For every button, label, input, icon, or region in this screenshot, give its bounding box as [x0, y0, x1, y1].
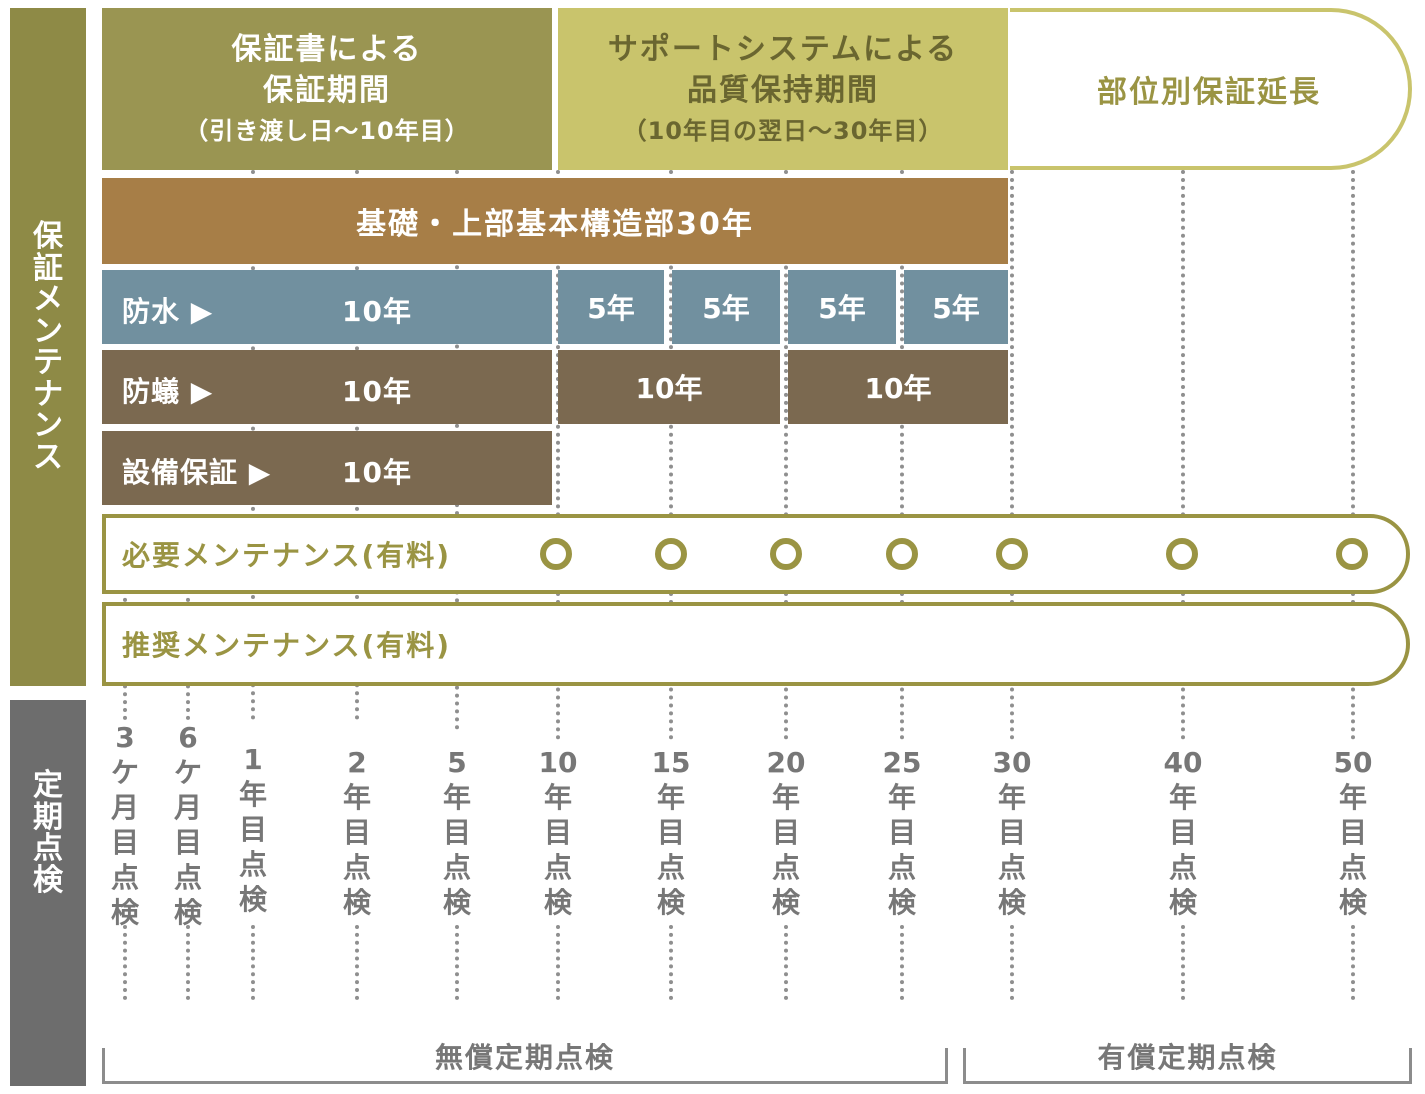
maintenance-marker — [996, 538, 1028, 570]
side-char: 期 — [33, 799, 63, 835]
maintenance-marker — [770, 538, 802, 570]
guide-line — [556, 925, 560, 1000]
row-value: 5年 — [587, 292, 635, 325]
maintenance-label: 必要メンテナンス(有料) — [122, 539, 452, 572]
guide-line — [900, 170, 904, 740]
free-inspection-bracket — [102, 1048, 948, 1084]
row-value: 5年 — [702, 292, 750, 325]
maintenance-marker — [540, 538, 572, 570]
header-warranty-book: 保証書による 保証期間 （引き渡し日〜10年目） — [102, 8, 552, 170]
inspection-40-year: 40 年目点検 — [1163, 746, 1203, 919]
header-title: 部位別保証延長 — [1097, 75, 1321, 110]
guide-line — [1010, 925, 1014, 1000]
guide-line — [455, 925, 459, 1000]
side-char: ナ — [33, 376, 63, 412]
row-waterproof-first: 防水 ▶ 10年 — [102, 270, 552, 344]
side-char: テ — [33, 345, 63, 380]
row-waterproof-seg: 5年 — [904, 270, 1008, 344]
header-title: 保証書による — [231, 32, 423, 68]
row-value: 10年 — [342, 295, 412, 328]
maintenance-marker — [655, 538, 687, 570]
maintenance-marker — [886, 538, 918, 570]
header-extension: 部位別保証延長 — [1010, 8, 1412, 170]
row-waterproof-seg: 5年 — [672, 270, 780, 344]
guide-line — [1351, 925, 1355, 1000]
guide-line — [669, 170, 673, 740]
row-waterproof-seg: 5年 — [558, 270, 664, 344]
row-value: 5年 — [818, 292, 866, 325]
row-structure: 基礎・上部基本構造部30年 — [102, 178, 1008, 264]
side-char: ン — [33, 313, 63, 349]
guide-line — [556, 170, 560, 740]
row-label: 防水 ▶ — [122, 295, 214, 328]
row-waterproof-seg: 5年 — [788, 270, 896, 344]
guide-line — [1181, 925, 1185, 1000]
side-char: 検 — [33, 862, 63, 898]
inspection-10-year: 10 年目点検 — [538, 746, 578, 919]
guide-line — [355, 925, 359, 1000]
row-value: 10年 — [342, 375, 412, 408]
inspection-20-year: 20 年目点検 — [766, 746, 806, 919]
guide-line — [669, 925, 673, 1000]
row-termite-seg: 10年 — [788, 350, 1008, 424]
inspection-30-year: 30 年目点検 — [992, 746, 1032, 919]
maintenance-marker — [1336, 538, 1368, 570]
header-title: サポートシステムによる — [607, 32, 959, 68]
guide-line — [784, 925, 788, 1000]
row-termite-seg: 10年 — [558, 350, 780, 424]
side-char: メ — [33, 282, 63, 317]
header-title: 保証期間 — [263, 72, 391, 108]
maintenance-label: 推奨メンテナンス(有料) — [122, 629, 452, 662]
side-char: 証 — [33, 250, 63, 286]
row-label: 基礎・上部基本構造部30年 — [356, 207, 754, 242]
free-inspection-label: 無償定期点検 — [434, 1041, 615, 1074]
guide-line — [900, 925, 904, 1000]
guide-line — [123, 925, 127, 1000]
row-label: 防蟻 ▶ — [122, 375, 214, 408]
side-char: ス — [33, 439, 63, 475]
row-termite-first: 防蟻 ▶ 10年 — [102, 350, 552, 424]
side-char: 点 — [33, 831, 63, 866]
guide-line — [1351, 170, 1355, 740]
inspection-15-year: 15 年目点検 — [651, 746, 691, 919]
inspection-25-year: 25 年目点検 — [882, 746, 922, 919]
guide-line — [784, 170, 788, 740]
row-value: 10年 — [342, 456, 412, 489]
side-char: 定 — [33, 768, 63, 803]
paid-inspection-label: 有償定期点検 — [1097, 1041, 1278, 1074]
sidebar-warranty-maintenance: 保 証 メ ン テ ナ ン ス — [10, 8, 86, 686]
side-char: ン — [33, 408, 63, 443]
guide-line — [1181, 170, 1185, 740]
side-char: 保 — [33, 219, 63, 254]
row-value: 10年 — [864, 372, 932, 405]
paid-inspection-bracket — [963, 1048, 1412, 1084]
recommended-maintenance-bar: 推奨メンテナンス(有料) — [102, 602, 1410, 686]
row-value: 5年 — [932, 292, 980, 325]
header-title: 品質保持期間 — [687, 72, 879, 108]
sidebar-periodic-inspection: 定 期 点 検 — [10, 700, 86, 1086]
required-maintenance-bar: 必要メンテナンス(有料) — [102, 514, 1410, 594]
guide-line — [186, 925, 190, 1000]
header-subtitle: （引き渡し日〜10年目） — [184, 117, 470, 146]
header-support-system: サポートシステムによる 品質保持期間 （10年目の翌日〜30年目） — [558, 8, 1008, 170]
row-label: 設備保証 ▶ — [122, 456, 272, 489]
row-equipment: 設備保証 ▶ 10年 — [102, 431, 552, 505]
row-value: 10年 — [635, 372, 703, 405]
guide-line — [251, 925, 255, 1000]
guide-line — [1010, 170, 1014, 740]
inspection-50-year: 50 年目点検 — [1333, 746, 1373, 919]
maintenance-marker — [1166, 538, 1198, 570]
header-subtitle: （10年目の翌日〜30年目） — [622, 117, 944, 146]
